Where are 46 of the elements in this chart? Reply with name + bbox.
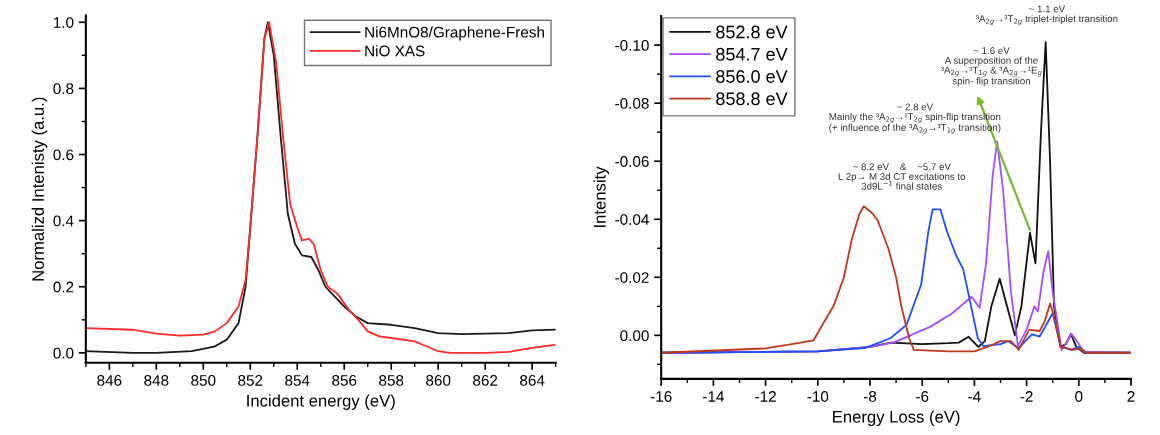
- legend-label: 852.8 eV: [716, 25, 788, 39]
- text: ~ 1.1 eV ³A$_{2g}$→³T$_{2g}$ triplet-triplet transition: [975, 5, 1118, 26]
- y-tick-label: 0.00: [620, 330, 649, 342]
- x-tick-label: -14: [703, 391, 724, 402]
- x-axis-title: Energy Loss (eV): [833, 410, 960, 427]
- y-tick-label: 0.4: [53, 215, 74, 227]
- line-series: [85, 21, 556, 354]
- legend-label: Ni6MnO8/Graphene-Fresh: [365, 26, 544, 41]
- y-tick-label: 0.8: [53, 83, 74, 95]
- x-tick-label: -16: [650, 391, 672, 402]
- x-tick-label: 854: [285, 375, 310, 386]
- x-tick-label: 860: [426, 375, 451, 386]
- y-tick-label: -0.02: [615, 272, 649, 283]
- y-tick-label: 0.2: [53, 281, 74, 293]
- x-tick-label: 852: [238, 375, 263, 386]
- y-axis-title: Intensity: [593, 166, 610, 227]
- text: ~ 1.6 eV A superposition of the ³A$_{2g}$→³T$_{1g}$ & ³A$_{2g}$→¹E$_{g}$ spin- flip transition: [940, 47, 1042, 87]
- x-tick-label: 850: [191, 375, 216, 386]
- y-tick-label: 0.6: [53, 149, 74, 161]
- x-tick-label: -8: [863, 391, 877, 402]
- x-tick-label: 0: [1075, 391, 1083, 402]
- x-tick-label: 2: [1127, 391, 1135, 402]
- x-tick-label: 856: [332, 375, 357, 386]
- x-tick-label: -2: [1020, 391, 1033, 402]
- y-tick-label: -0.04: [615, 214, 649, 225]
- legend-label: NiO XAS: [365, 45, 425, 57]
- x-axis-title: Incident energy (eV): [247, 394, 395, 410]
- y-tick-label: -0.06: [615, 156, 649, 167]
- x-tick-label: 862: [473, 375, 498, 386]
- x-tick-label: -12: [755, 391, 776, 402]
- x-tick-label: 846: [97, 375, 122, 386]
- y-tick-label: -0.10: [615, 39, 649, 51]
- x-tick-label: 858: [379, 375, 404, 386]
- y-axis-title: Normalizd Intenisty (a.u.): [31, 97, 48, 281]
- x-tick-label: -6: [916, 391, 929, 402]
- x-tick-label: 848: [144, 375, 169, 386]
- x-tick-label: 864: [520, 375, 545, 386]
- y-tick-label: 1.0: [53, 17, 74, 28]
- legend-label: 854.7 eV: [716, 47, 788, 61]
- y-tick-label: 0.0: [53, 347, 74, 359]
- x-tick-label: -4: [968, 391, 981, 402]
- x-tick-label: -10: [807, 391, 829, 402]
- annotation: ~ 8.2 eV & ~5.7 eV L 2p→ M 3d CT excitations to 3d9L$^{−1}$ final states: [838, 163, 966, 190]
- y-tick-label: -0.08: [615, 98, 649, 109]
- legend-label: 858.8 eV: [716, 92, 788, 106]
- legend-label: 856.0 eV: [716, 70, 788, 83]
